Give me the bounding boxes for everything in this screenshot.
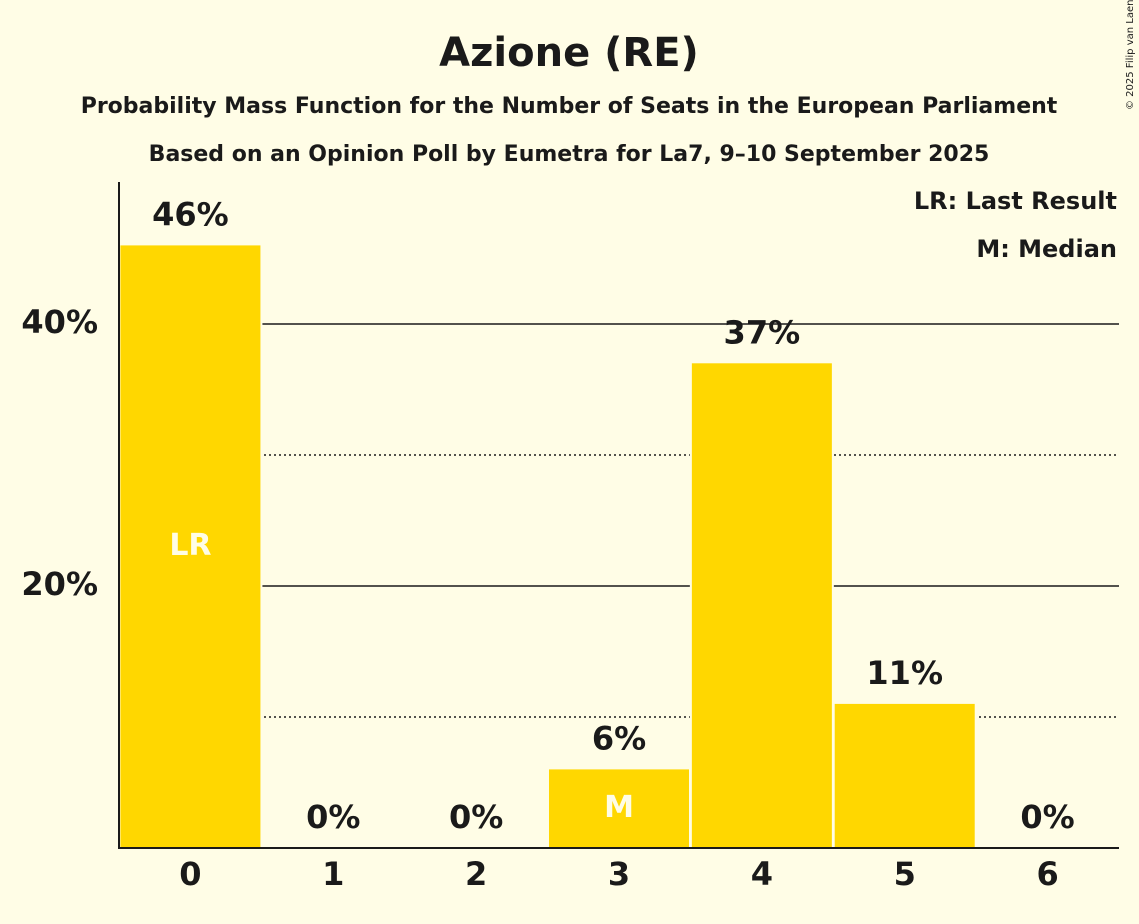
x-tick-label: 0 — [179, 855, 201, 893]
axes: 0 1 2 3 4 5 6 20% 40% — [21, 182, 1119, 893]
value-labels: 46% 0% 0% 6% 37% 11% 0% LR M — [152, 195, 1075, 836]
bar — [120, 245, 261, 848]
bars — [118, 243, 977, 848]
x-tick-label: 2 — [465, 855, 487, 893]
legend-median: M: Median — [976, 235, 1117, 263]
bar-value-label: 0% — [449, 798, 503, 836]
x-tick-label: 1 — [322, 855, 344, 893]
bar — [834, 703, 975, 848]
copyright-notice: © 2025 Filip van Laenen — [1125, 0, 1136, 110]
bar-value-label: 6% — [592, 719, 646, 757]
x-tick-label: 4 — [751, 855, 773, 893]
chart-subtitle-2: Based on an Opinion Poll by Eumetra for … — [149, 142, 990, 167]
bar-marker-label: LR — [169, 528, 211, 563]
bar-value-label: 46% — [152, 195, 229, 233]
bar-value-label: 11% — [866, 654, 943, 692]
chart-title: Azione (RE) — [439, 30, 699, 76]
x-tick-label: 5 — [894, 855, 916, 893]
bar-value-label: 0% — [306, 798, 360, 836]
bar — [549, 769, 689, 848]
y-tick-label: 20% — [21, 565, 98, 603]
x-tick-label: 3 — [608, 855, 630, 893]
chart-subtitle-1: Probability Mass Function for the Number… — [81, 94, 1058, 119]
x-tick-label: 6 — [1036, 855, 1058, 893]
bar — [691, 363, 832, 848]
bar-marker-label: M — [604, 790, 634, 825]
y-tick-label: 40% — [21, 303, 98, 341]
gridlines — [119, 323, 1119, 718]
bar-value-label: 37% — [724, 313, 801, 351]
legend-last-result: LR: Last Result — [914, 187, 1117, 215]
bar-value-label: 0% — [1020, 798, 1074, 836]
